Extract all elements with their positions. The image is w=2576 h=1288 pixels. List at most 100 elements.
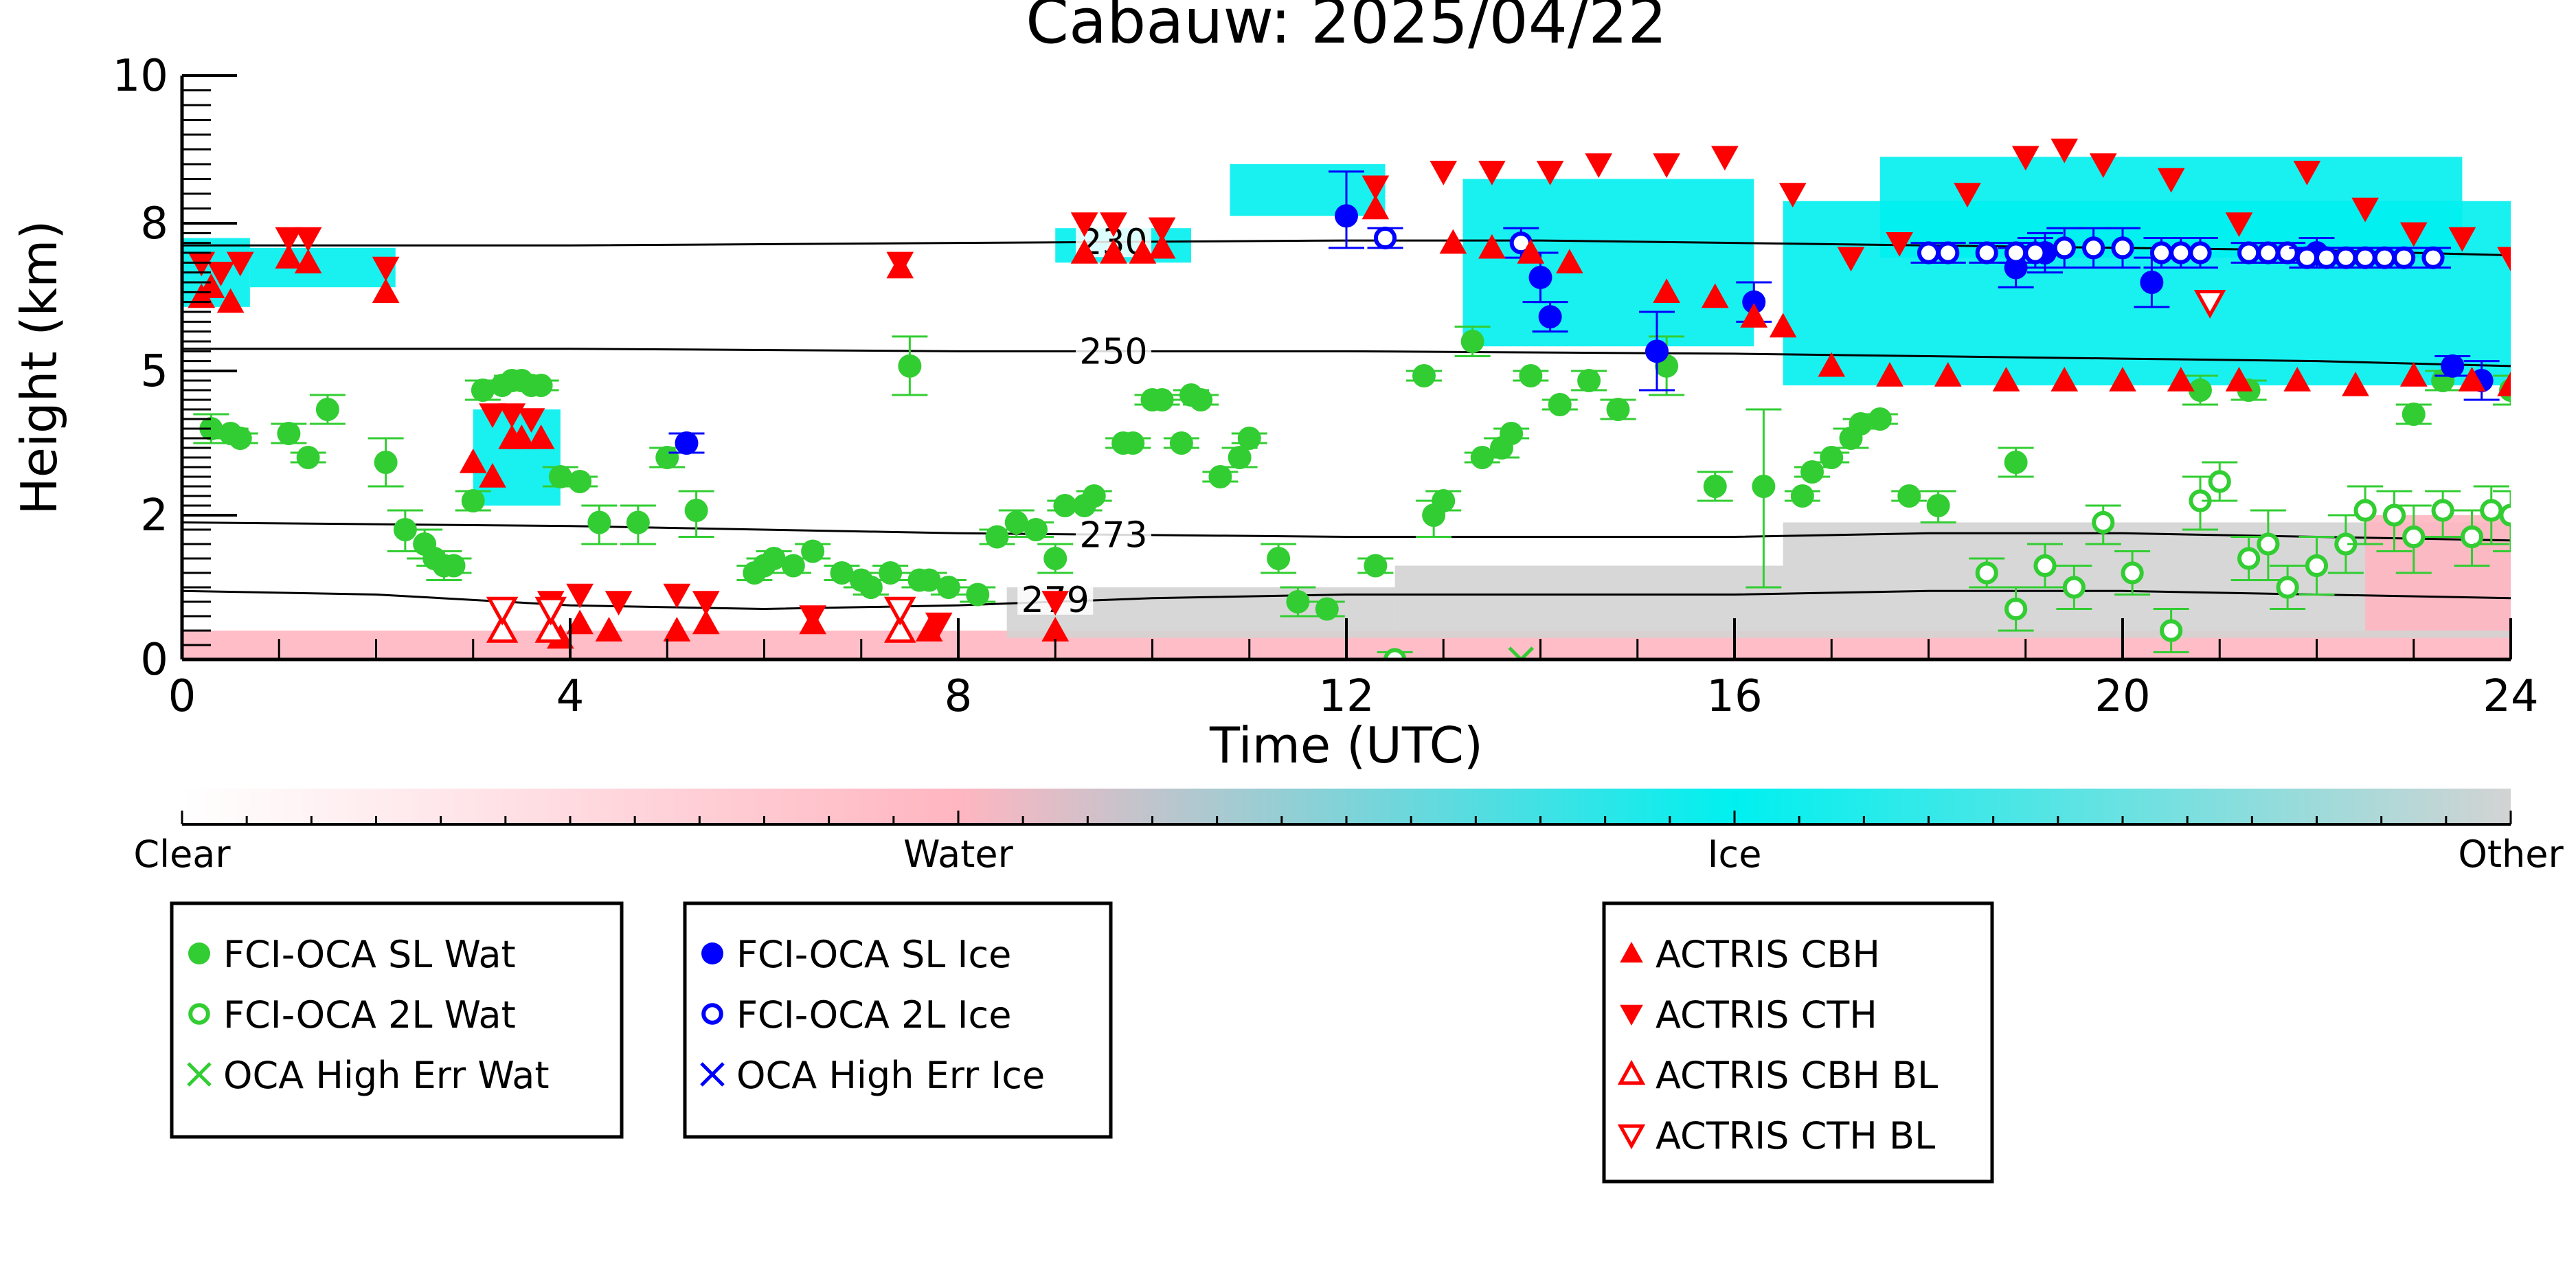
marker: [879, 561, 903, 585]
marker: [859, 576, 883, 599]
marker: [1432, 489, 1456, 512]
y-tick-label: 2: [140, 490, 168, 541]
marker: [2004, 597, 2028, 621]
mask-region-other: [1394, 565, 1783, 638]
marker: [830, 561, 854, 585]
marker: [1528, 265, 1552, 289]
marker: [886, 251, 914, 277]
marker: [294, 249, 322, 274]
marker: [2011, 146, 2040, 171]
legend-label: OCA High Err Wat: [223, 1054, 550, 1097]
marker: [1412, 364, 1436, 387]
marker: [1620, 1004, 1643, 1026]
marker: [2024, 241, 2047, 264]
marker: [1041, 591, 1070, 616]
legend-label: ACTRIS CTH: [1656, 993, 1877, 1037]
data-markers: [188, 138, 2511, 659]
marker: [517, 408, 545, 433]
legend-label: FCI-OCA 2L Ice: [736, 993, 1011, 1037]
marker: [1934, 361, 1962, 387]
marker: [1169, 431, 1193, 455]
marker: [1926, 494, 1950, 517]
marker: [1070, 212, 1098, 238]
marker: [529, 374, 553, 397]
marker: [701, 942, 723, 964]
marker: [2393, 246, 2416, 269]
marker: [1335, 204, 1358, 228]
marker: [188, 942, 210, 964]
marker: [898, 354, 922, 378]
marker: [2497, 247, 2511, 272]
isotherm-label: 273: [1079, 515, 1147, 556]
marker: [1769, 313, 1797, 338]
legend-box: [683, 901, 1113, 1139]
x-tick-label: 16: [1706, 671, 1762, 722]
marker: [2342, 371, 2369, 396]
marker: [1517, 238, 1545, 264]
marker: [1936, 241, 1960, 264]
marker: [2050, 138, 2079, 163]
marker: [1577, 369, 1601, 392]
marker: [2480, 499, 2503, 522]
legends: FCI-OCA SL Wat FCI-OCA 2L Wat OCA High Err…: [170, 901, 1994, 1184]
marker: [275, 244, 303, 269]
marker: [2208, 470, 2231, 493]
isotherm-line-230: [182, 239, 2511, 257]
marker: [1548, 393, 1572, 416]
marker: [2458, 366, 2486, 392]
marker: [479, 462, 506, 488]
marker: [1373, 226, 1397, 250]
marker: [226, 251, 254, 277]
marker: [985, 525, 1009, 549]
marker: [1711, 146, 1739, 171]
marker: [1975, 241, 1998, 264]
colorbar-label-clear: Clear: [133, 833, 231, 876]
marker: [2050, 366, 2079, 392]
mask-region-ice: [1230, 164, 1386, 216]
marker: [1778, 183, 1807, 208]
marker: [275, 227, 303, 252]
marker: [2189, 379, 2212, 402]
marker: [2382, 504, 2406, 527]
isotherm-label-bg: [1076, 332, 1151, 367]
marker: [781, 554, 805, 578]
marker: [1519, 364, 1543, 387]
marker: [701, 1003, 723, 1025]
marker: [1992, 366, 2020, 392]
marker: [1620, 941, 1643, 963]
marker: [884, 596, 916, 626]
marker: [2421, 246, 2445, 269]
marker: [1100, 212, 1127, 238]
marker: [568, 470, 592, 493]
marker: [566, 609, 594, 635]
marker: [1070, 238, 1098, 264]
legend-label: FCI-OCA SL Wat: [223, 933, 516, 976]
marker: [1478, 234, 1506, 259]
marker: [1383, 648, 1407, 659]
marker: [2225, 212, 2253, 238]
x-axis-label: Time (UTC): [1209, 716, 1483, 774]
marker: [2276, 576, 2299, 599]
marker: [684, 499, 708, 522]
marker: [1362, 194, 1390, 220]
marker: [1752, 475, 1776, 498]
marker: [925, 612, 953, 637]
isotherm-line-273: [181, 521, 2511, 542]
marker: [1286, 590, 1310, 613]
marker: [2167, 366, 2195, 392]
marker: [1617, 1059, 1646, 1085]
marker: [1208, 465, 1232, 488]
marker: [1439, 229, 1467, 254]
marker: [2121, 561, 2144, 585]
marker: [2276, 241, 2299, 264]
marker-x-b: [1518, 646, 1535, 659]
marker: [1868, 407, 1892, 431]
marker: [2053, 236, 2076, 260]
marker: [374, 451, 398, 474]
marker: [199, 417, 223, 440]
x-tick-label: 24: [2483, 671, 2538, 722]
marker: [1820, 446, 1844, 469]
legend-label: OCA High Err Ice: [736, 1054, 1045, 1097]
marker: [2193, 289, 2226, 319]
